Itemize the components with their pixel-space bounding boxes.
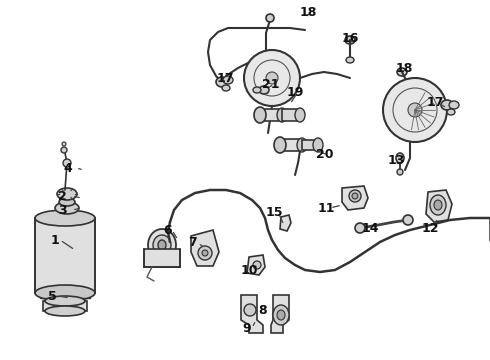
Text: 10: 10 (240, 265, 258, 278)
Ellipse shape (35, 285, 95, 301)
Ellipse shape (153, 235, 171, 255)
Ellipse shape (254, 107, 266, 123)
Polygon shape (280, 139, 302, 151)
Text: 3: 3 (58, 203, 66, 216)
Ellipse shape (295, 108, 305, 122)
Ellipse shape (449, 101, 459, 109)
Ellipse shape (57, 188, 77, 200)
Text: 16: 16 (342, 31, 359, 45)
Ellipse shape (447, 109, 455, 115)
Ellipse shape (253, 87, 261, 93)
Text: 19: 19 (286, 85, 304, 99)
Circle shape (63, 159, 71, 167)
Ellipse shape (345, 36, 355, 44)
Circle shape (198, 246, 212, 260)
Text: 2: 2 (58, 189, 66, 202)
Ellipse shape (297, 138, 307, 152)
Text: 18: 18 (395, 62, 413, 75)
Ellipse shape (148, 229, 176, 261)
Circle shape (253, 261, 261, 269)
Polygon shape (280, 215, 291, 231)
Polygon shape (144, 249, 180, 267)
Ellipse shape (273, 305, 289, 325)
Circle shape (349, 190, 361, 202)
Ellipse shape (277, 108, 287, 122)
Text: 14: 14 (361, 221, 379, 234)
Circle shape (355, 223, 365, 233)
Text: 12: 12 (421, 221, 439, 234)
Polygon shape (302, 140, 318, 150)
Ellipse shape (259, 86, 269, 94)
Text: 4: 4 (64, 162, 73, 175)
Text: 15: 15 (265, 206, 283, 219)
Polygon shape (426, 190, 452, 222)
Circle shape (403, 215, 413, 225)
Ellipse shape (222, 85, 230, 91)
Ellipse shape (45, 296, 85, 306)
Circle shape (61, 147, 67, 153)
Circle shape (397, 169, 403, 175)
Ellipse shape (216, 77, 228, 87)
Ellipse shape (35, 210, 95, 226)
Ellipse shape (274, 137, 286, 153)
Text: 18: 18 (299, 5, 317, 18)
Ellipse shape (396, 153, 404, 163)
Circle shape (408, 103, 422, 117)
Ellipse shape (55, 202, 79, 214)
Circle shape (244, 50, 300, 106)
Text: 17: 17 (426, 96, 444, 109)
Polygon shape (191, 230, 219, 266)
Polygon shape (43, 301, 87, 311)
Circle shape (244, 304, 256, 316)
Text: 11: 11 (317, 202, 335, 215)
Polygon shape (271, 295, 289, 333)
Polygon shape (247, 255, 265, 275)
Ellipse shape (346, 57, 354, 63)
Polygon shape (241, 295, 263, 333)
Ellipse shape (313, 138, 323, 152)
Text: 17: 17 (216, 72, 234, 85)
Ellipse shape (434, 200, 442, 210)
Text: 6: 6 (164, 224, 172, 237)
Ellipse shape (430, 195, 446, 215)
Ellipse shape (223, 76, 233, 84)
Circle shape (202, 250, 208, 256)
Text: 9: 9 (243, 321, 251, 334)
Text: 1: 1 (50, 234, 59, 247)
Polygon shape (35, 218, 95, 293)
Text: 13: 13 (387, 154, 405, 167)
Circle shape (62, 142, 66, 146)
Ellipse shape (277, 310, 285, 320)
Text: 5: 5 (48, 289, 56, 302)
Text: 8: 8 (259, 305, 268, 318)
Ellipse shape (158, 240, 166, 250)
Ellipse shape (397, 68, 407, 76)
Text: 7: 7 (188, 237, 196, 249)
Circle shape (383, 78, 447, 142)
Circle shape (266, 72, 278, 84)
Ellipse shape (441, 100, 453, 110)
Circle shape (266, 14, 274, 22)
Text: 20: 20 (316, 148, 334, 162)
Polygon shape (282, 109, 300, 121)
Text: 21: 21 (262, 77, 280, 90)
Ellipse shape (45, 306, 85, 316)
Ellipse shape (59, 198, 75, 206)
Polygon shape (260, 109, 282, 121)
Polygon shape (342, 186, 368, 210)
Circle shape (352, 193, 358, 199)
